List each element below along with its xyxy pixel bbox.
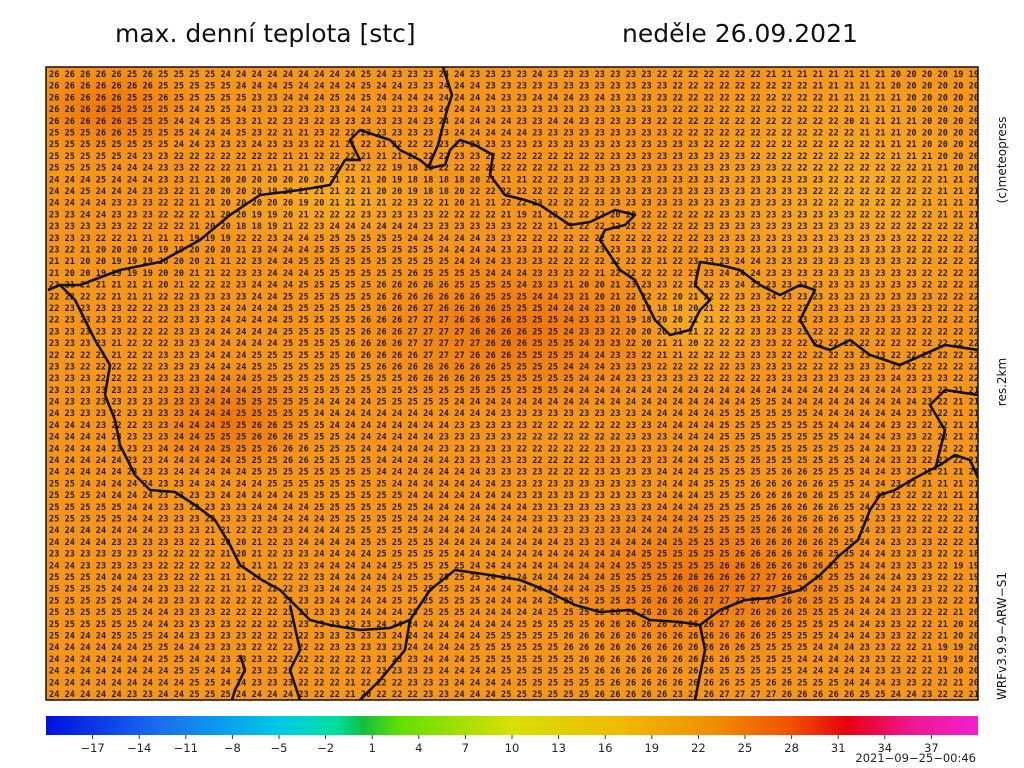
model-name: WRFv3.9.9−ARW−S1 — [995, 572, 1009, 700]
borders — [47, 67, 978, 700]
value-row: 25 25 25 25 25 25 25 25 24 24 23 23 23 2… — [49, 140, 979, 150]
colorbar-tick-label: 31 — [831, 741, 846, 755]
colorbar-tick-label: 34 — [877, 741, 892, 755]
value-row: 22 23 23 23 23 22 22 23 23 23 23 24 24 2… — [49, 304, 979, 314]
colorbar-tick-label: 1 — [369, 741, 376, 755]
value-row: 24 24 24 24 24 23 23 23 24 24 24 24 24 2… — [49, 468, 979, 478]
colorbar-tick-label: −5 — [271, 741, 288, 755]
value-row: 24 23 23 23 23 23 23 23 23 23 24 24 25 2… — [49, 398, 979, 408]
value-row: 25 25 25 25 25 25 24 24 23 23 23 23 22 2… — [49, 620, 979, 630]
colorbar-tick-label: −14 — [127, 741, 151, 755]
colorbar-tick-label: −8 — [224, 741, 241, 755]
value-row: 23 23 22 22 22 22 22 23 23 23 24 24 24 2… — [49, 362, 979, 372]
colorbar-tick-label: 16 — [598, 741, 613, 755]
colorbar-tick-label: −11 — [174, 741, 198, 755]
value-row: 26 26 26 26 26 25 26 25 25 25 25 24 24 2… — [49, 70, 979, 80]
value-row: 23 23 23 23 21 22 22 22 23 23 24 24 24 2… — [49, 339, 979, 349]
value-row: 24 24 24 23 22 22 23 23 24 24 24 25 25 2… — [49, 421, 979, 431]
value-row: 24 24 24 24 24 24 25 25 24 24 23 23 23 2… — [49, 643, 979, 653]
value-row: 25 25 25 24 24 24 24 23 23 23 23 24 24 2… — [49, 491, 979, 501]
value-row: 22 22 22 22 21 21 21 22 22 23 23 23 23 2… — [49, 292, 979, 302]
value-row: 24 24 24 24 23 23 23 24 24 24 24 25 25 2… — [49, 444, 979, 454]
map-frame — [45, 66, 979, 701]
value-row: 23 23 23 23 23 22 22 22 22 21 20 20 18 1… — [49, 222, 979, 232]
map-area: 26 26 26 26 26 25 26 25 25 25 25 24 24 2… — [46, 67, 979, 700]
value-row: 25 25 25 25 24 24 24 23 23 22 22 21 21 2… — [49, 585, 979, 595]
value-row: 24 24 24 24 23 23 23 23 24 24 25 25 25 2… — [49, 433, 979, 443]
value-row: 25 25 25 25 25 24 24 23 23 23 22 22 22 2… — [49, 596, 979, 606]
value-row: 21 21 20 20 19 19 19 20 20 20 21 21 22 2… — [49, 257, 979, 267]
colorbar-tick-label: 28 — [784, 741, 799, 755]
colorbar-tick-label: 22 — [691, 741, 706, 755]
colorbar-tick-label: −2 — [317, 741, 334, 755]
colorbar-tick-label: 10 — [505, 741, 520, 755]
value-row: 24 24 24 24 24 24 24 24 25 25 24 24 23 2… — [49, 667, 979, 677]
value-row: 21 20 20 19 19 19 19 20 20 21 21 22 23 2… — [49, 269, 979, 279]
value-row: 24 23 23 23 22 23 23 23 23 24 24 24 25 2… — [49, 409, 979, 419]
value-row: 24 24 24 24 24 24 24 23 23 23 21 21 22 2… — [49, 526, 979, 536]
warm-area — [530, 490, 890, 670]
value-row: 23 23 23 23 23 23 23 23 23 23 24 24 24 2… — [49, 386, 979, 396]
colorbar-tick-label: 7 — [462, 741, 469, 755]
value-row: 24 24 24 24 23 23 23 23 23 22 21 20 20 2… — [49, 538, 979, 548]
value-row: 25 25 25 25 24 24 24 23 23 22 22 22 21 2… — [49, 164, 979, 174]
timestamp: 2021−09−25−00:46 — [855, 751, 976, 765]
value-row: 24 24 23 23 23 23 23 22 22 22 22 22 21 2… — [49, 561, 979, 571]
map-date: neděle 26.09.2021 — [622, 19, 858, 48]
value-row: 24 24 24 24 24 23 23 24 24 24 24 24 25 2… — [49, 456, 979, 466]
value-row: 26 26 26 26 26 25 25 25 24 24 25 25 23 2… — [49, 117, 979, 127]
value-row: 25 25 25 26 26 25 25 25 25 24 24 24 25 2… — [49, 128, 979, 138]
cool-area — [670, 67, 978, 330]
value-row: 23 23 23 22 22 22 23 23 23 23 24 24 24 2… — [49, 374, 979, 384]
value-row: 23 23 24 24 23 23 23 22 22 22 21 20 20 1… — [49, 210, 979, 220]
value-row: 25 25 25 25 25 24 23 23 22 22 22 22 22 2… — [49, 152, 979, 162]
value-row: 24 24 25 24 24 24 23 23 22 21 20 20 20 2… — [49, 187, 979, 197]
value-row: 23 23 23 23 23 22 22 22 23 23 24 24 24 2… — [49, 327, 979, 337]
value-row: 23 23 23 22 22 21 21 21 21 19 19 19 22 2… — [49, 234, 979, 244]
value-row: 25 25 25 25 25 25 24 24 23 23 23 22 22 2… — [49, 608, 979, 618]
colorbar-tick-label: −17 — [80, 741, 104, 755]
colorbar-ticks: −17 −14 −11 −8 −5 −2 1 4 7 10 13 16 19 22 25 28 31 34 37 — [80, 735, 939, 755]
value-row: 25 25 24 24 24 24 24 23 23 24 24 24 24 2… — [49, 479, 979, 489]
value-row: 25 25 25 25 25 24 24 23 23 23 22 23 23 2… — [49, 515, 979, 525]
colorbar-tick-label: 25 — [738, 741, 753, 755]
colorbar — [46, 716, 978, 735]
value-row: 22 22 22 21 21 22 22 23 23 23 24 24 24 2… — [49, 351, 979, 361]
value-row: 22 23 23 23 23 22 22 22 23 23 23 24 24 2… — [49, 316, 979, 326]
value-row: 24 24 24 25 24 24 24 23 23 21 21 20 20 2… — [49, 175, 979, 185]
map-title: max. denní teplota [stc] — [115, 19, 416, 48]
cool-area — [190, 150, 470, 250]
colorbar-tick-label: 13 — [551, 741, 566, 755]
value-row: 24 24 24 24 24 24 24 25 25 24 24 23 23 2… — [49, 655, 979, 665]
colorbar-tick-label: 37 — [924, 741, 939, 755]
value-row: 24 24 24 24 24 24 24 24 24 25 25 24 24 2… — [49, 678, 979, 688]
copyright: (c)meteopress — [995, 117, 1009, 204]
warm-area — [46, 67, 200, 160]
value-row: 24 24 24 24 23 23 23 22 22 21 21 20 20 2… — [49, 199, 979, 209]
value-grid: 26 26 26 26 26 25 26 25 25 25 25 24 24 2… — [49, 70, 979, 700]
value-row: 25 24 24 24 25 25 25 24 24 23 23 23 23 2… — [49, 632, 979, 642]
value-row: 23 23 23 23 23 23 23 22 22 22 22 21 20 2… — [49, 550, 979, 560]
value-row: 24 24 24 24 24 23 23 24 24 25 25 25 24 2… — [49, 690, 979, 700]
value-row: 25 25 25 25 25 24 24 23 23 22 23 23 23 2… — [49, 503, 979, 513]
cool-area — [620, 270, 780, 370]
resolution: res.2km — [995, 358, 1009, 406]
warm-area — [350, 240, 690, 420]
value-row: 23 21 21 21 21 21 21 20 21 22 22 22 23 2… — [49, 281, 979, 291]
value-row: 26 26 26 26 26 25 25 26 25 25 25 25 25 2… — [49, 93, 979, 103]
colorbar-tick-label: 4 — [415, 741, 422, 755]
value-row: 26 26 26 26 26 26 26 25 25 25 25 25 24 2… — [49, 82, 979, 92]
warm-area — [140, 360, 320, 480]
value-row: 23 22 21 20 20 20 20 19 19 20 20 20 21 2… — [49, 245, 979, 255]
colorbar-tick-label: 19 — [644, 741, 659, 755]
value-row: 26 26 26 26 25 25 25 25 25 24 25 25 24 2… — [49, 105, 979, 115]
